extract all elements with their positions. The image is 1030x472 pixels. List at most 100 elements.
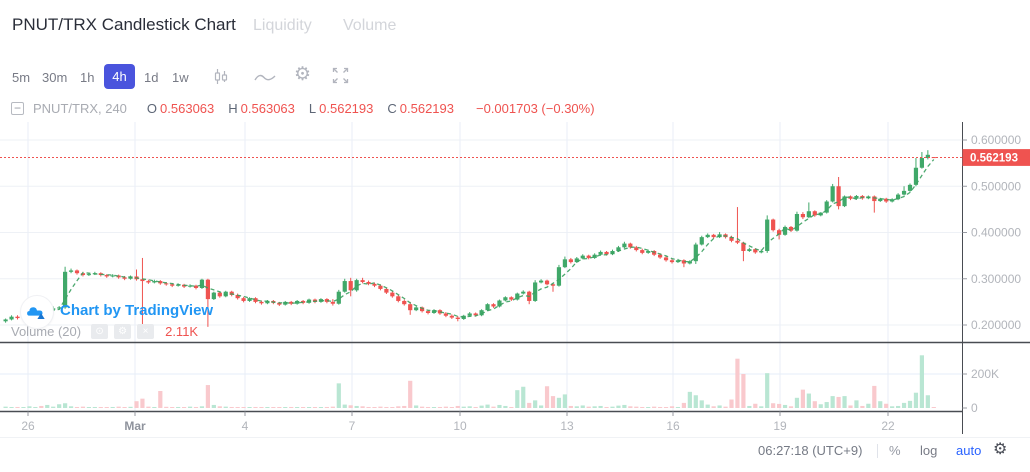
- settings-icon[interactable]: ⚙: [294, 64, 312, 85]
- interval-1h-button[interactable]: 1h: [80, 70, 95, 85]
- volume-bar: [449, 407, 454, 408]
- svg-text:0.562193: 0.562193: [970, 153, 1018, 165]
- volume-bar: [919, 355, 924, 408]
- volume-bar: [3, 406, 8, 408]
- volume-visibility-icon[interactable]: ⊙: [91, 324, 109, 339]
- time-axis-label: Mar: [124, 419, 146, 433]
- volume-bar: [86, 407, 91, 408]
- volume-bar: [68, 406, 74, 408]
- interval-1d-button[interactable]: 1d: [144, 70, 159, 85]
- candle: [74, 269, 80, 275]
- collapse-pane-icon[interactable]: −: [11, 101, 24, 115]
- volume-remove-icon[interactable]: ×: [137, 324, 155, 339]
- candle: [455, 316, 460, 322]
- candle: [521, 290, 526, 295]
- volume-bar: [265, 407, 270, 408]
- volume-bar: [473, 406, 478, 408]
- volume-bar: [295, 407, 300, 408]
- interval-5m-button[interactable]: 5m: [12, 70, 31, 85]
- volume-bar: [568, 405, 573, 408]
- time-axis[interactable]: 26 Mar 4 7 10 13 16 19 22: [21, 411, 895, 434]
- candle: [205, 278, 210, 327]
- candle: [592, 253, 597, 259]
- volume-bar: [217, 406, 222, 408]
- tab-volume[interactable]: Volume: [343, 17, 397, 34]
- time-axis-label: 16: [666, 419, 680, 433]
- volume-bar: [372, 407, 377, 408]
- candle: [574, 257, 579, 264]
- change-value: −0.001703 (−0.30%): [476, 100, 595, 116]
- volume-bar: [884, 403, 889, 408]
- volume-bar: [247, 407, 252, 408]
- candle: [794, 211, 800, 232]
- price-axis[interactable]: 0.600000 0.500000 0.400000 0.300000 0.200000…: [962, 133, 1030, 415]
- volume-bar: [556, 397, 562, 408]
- clock-label[interactable]: 06:27:18 (UTC+9): [758, 443, 863, 458]
- candle: [765, 215, 770, 253]
- time-axis-label: 7: [349, 419, 356, 433]
- volume-bar: [652, 406, 657, 408]
- candle: [116, 274, 121, 279]
- volume-bar: [402, 405, 407, 408]
- volume-indicator-label: Volume (20): [11, 324, 82, 339]
- volume-bar: [390, 407, 395, 408]
- tradingview-logo[interactable]: [20, 295, 54, 329]
- candle: [152, 279, 157, 284]
- volume-bar: [134, 401, 139, 408]
- percent-scale-button[interactable]: %: [889, 443, 901, 458]
- candle: [884, 197, 889, 203]
- price-axis-label: 0.500000: [971, 179, 1021, 193]
- candle: [640, 248, 645, 255]
- page-title: PNUT/TRX Candlestick Chart: [12, 15, 236, 34]
- auto-scale-button[interactable]: auto: [956, 443, 982, 458]
- volume-bar: [586, 406, 591, 408]
- volume-settings-icon[interactable]: ⚙: [114, 324, 132, 339]
- volume-bar: [378, 406, 383, 408]
- candle: [568, 257, 573, 264]
- volume-bar: [27, 406, 32, 408]
- time-axis-label: 26: [21, 419, 35, 433]
- candle: [372, 282, 377, 288]
- candle: [140, 257, 145, 326]
- volume-bar: [913, 392, 919, 408]
- price-axis-label: 0.400000: [971, 226, 1021, 240]
- candle: [414, 306, 419, 312]
- candle: [515, 292, 520, 301]
- fullscreen-icon[interactable]: [332, 67, 349, 89]
- candlestick-style-icon[interactable]: [212, 67, 230, 92]
- volume-bar: [836, 396, 841, 408]
- volume-bar: [485, 404, 490, 408]
- candle: [408, 301, 413, 315]
- volume-bar: [806, 393, 811, 408]
- volume-bar: [479, 405, 484, 408]
- candle: [247, 297, 252, 302]
- volume-bar: [366, 406, 371, 408]
- volume-bar: [860, 405, 865, 408]
- candle: [812, 210, 817, 217]
- volume-bar: [51, 406, 56, 408]
- volume-bar: [223, 406, 228, 408]
- tradingview-attribution-link[interactable]: Chart by TradingView: [60, 302, 214, 319]
- candle: [503, 296, 508, 302]
- tab-liquidity[interactable]: Liquidity: [253, 17, 312, 34]
- log-scale-button[interactable]: log: [920, 443, 938, 458]
- volume-bar: [348, 405, 353, 408]
- volume-bar: [497, 404, 502, 408]
- line-style-icon[interactable]: [254, 70, 276, 89]
- interval-4h-button-active[interactable]: 4h: [104, 64, 135, 89]
- volume-bar: [80, 406, 86, 408]
- interval-1w-button[interactable]: 1w: [172, 70, 189, 85]
- volume-bar: [312, 407, 318, 408]
- candle: [699, 235, 704, 246]
- candle: [681, 259, 686, 268]
- candle: [663, 256, 669, 262]
- interval-30m-button[interactable]: 30m: [42, 70, 68, 85]
- candle: [104, 274, 109, 278]
- candle: [330, 299, 335, 306]
- volume-bar: [896, 405, 901, 408]
- axis-settings-icon[interactable]: ⚙: [993, 441, 1008, 458]
- volume-bar: [354, 405, 359, 408]
- candle: [491, 303, 496, 308]
- volume-bar: [9, 407, 14, 408]
